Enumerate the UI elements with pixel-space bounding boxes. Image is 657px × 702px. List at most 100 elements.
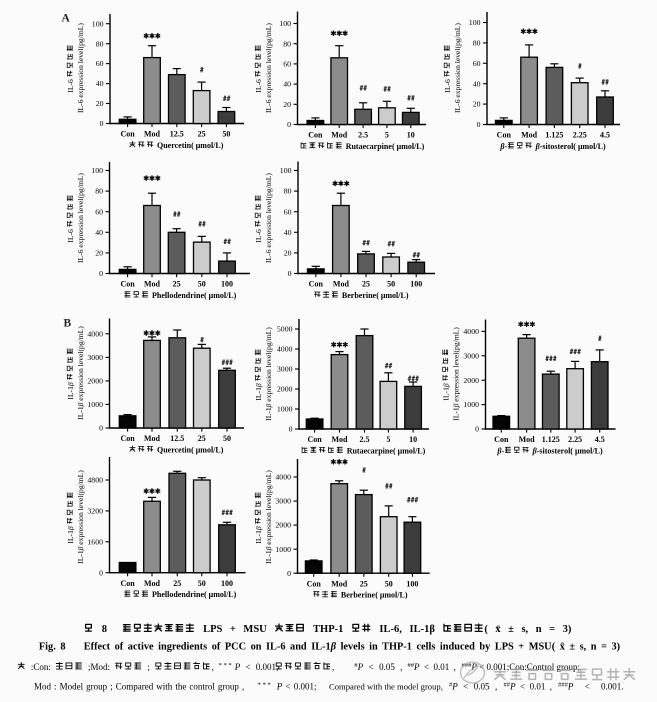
svg-text:##: ## — [504, 681, 511, 688]
svg-text:< 0.05 ,: < 0.05 , — [363, 662, 408, 672]
svg-text:P: P — [413, 662, 420, 672]
svg-text:(pg/mL): (pg/mL) — [453, 23, 462, 49]
svg-text:expression level: expression level — [452, 353, 461, 404]
svg-text:2.5: 2.5 — [358, 131, 368, 140]
svg-text:IL-1: IL-1 — [66, 386, 75, 400]
svg-text:25: 25 — [198, 434, 206, 443]
svg-text:;Mod:: ;Mod: — [84, 662, 115, 672]
svg-text:expression level: expression level — [76, 352, 85, 403]
svg-text:( μmol/L): ( μmol/L) — [573, 142, 606, 151]
svg-text:60: 60 — [284, 207, 292, 216]
svg-text:β: β — [452, 403, 461, 408]
svg-text:IL-1β: IL-1β — [410, 624, 443, 635]
svg-text:25: 25 — [173, 579, 181, 588]
svg-text:20: 20 — [96, 99, 104, 108]
svg-text:4.5: 4.5 — [595, 435, 605, 444]
svg-text:50: 50 — [387, 280, 395, 289]
svg-text:IL-1: IL-1 — [264, 550, 273, 564]
svg-text:3000: 3000 — [277, 365, 293, 374]
svg-text:β: β — [66, 524, 75, 531]
svg-text:3000: 3000 — [275, 497, 291, 506]
svg-text:IL-6: IL-6 — [372, 624, 399, 635]
svg-text:0: 0 — [287, 120, 291, 129]
svg-text:P: P — [451, 681, 458, 691]
svg-text:P: P — [509, 681, 516, 691]
svg-text:Mod: Mod — [332, 435, 349, 444]
svg-text:0: 0 — [289, 425, 293, 434]
svg-text:80: 80 — [96, 39, 104, 48]
svg-text:10: 10 — [407, 131, 415, 140]
svg-text:60: 60 — [96, 59, 104, 68]
svg-text:20: 20 — [283, 100, 291, 109]
svg-text:4000: 4000 — [463, 327, 479, 336]
svg-text:Mod: Mod — [333, 280, 350, 289]
svg-text:(pg/mL): (pg/mL) — [264, 173, 273, 199]
svg-text:(pg/mL): (pg/mL) — [76, 23, 85, 49]
svg-text:0: 0 — [99, 269, 103, 278]
svg-text:( μmol/L): ( μmol/L) — [376, 291, 409, 300]
svg-text:Mod: Mod — [331, 131, 348, 140]
svg-text:Compared with the model group,: Compared with the model group, — [329, 681, 443, 691]
svg-text:3000: 3000 — [87, 353, 103, 362]
svg-text:β: β — [532, 446, 538, 455]
svg-text::Con:: :Con: — [27, 662, 56, 672]
svg-text:80: 80 — [473, 39, 481, 48]
svg-text:(pg/mL): (pg/mL) — [452, 327, 461, 353]
svg-text:50: 50 — [222, 130, 230, 139]
svg-text:1000: 1000 — [277, 405, 293, 414]
svg-text:( μmol/L): ( μmol/L) — [191, 445, 224, 454]
svg-text:2.25: 2.25 — [568, 435, 582, 444]
svg-text:##: ## — [407, 662, 414, 669]
svg-text:1000: 1000 — [87, 400, 103, 409]
svg-text:< 0.001;: < 0.001; — [240, 662, 284, 672]
svg-text:(pg/mL): (pg/mL) — [76, 470, 85, 496]
svg-text:;: ; — [143, 662, 154, 672]
svg-text:25: 25 — [198, 130, 206, 139]
svg-text:Fig. 8 Effect of active ing: Fig. 8 Effect of active ingredients of P… — [39, 641, 331, 652]
svg-text:P: P — [470, 662, 477, 672]
svg-text:β: β — [535, 142, 541, 151]
svg-text:0: 0 — [475, 425, 479, 434]
svg-text:Con: Con — [497, 131, 512, 140]
svg-text:2000: 2000 — [277, 385, 293, 394]
svg-text:β: β — [66, 380, 75, 387]
svg-text:40: 40 — [95, 228, 103, 237]
svg-text:* * *: * * * — [219, 662, 232, 669]
svg-text:(pg/mL): (pg/mL) — [264, 23, 273, 49]
svg-text:8: 8 — [94, 624, 122, 635]
svg-text:THP-1: THP-1 — [306, 624, 351, 635]
svg-text:Mod: Mod — [144, 579, 161, 588]
svg-text:levels in THP-1 cells induced: levels in THP-1 cells induced by LPS + M… — [336, 641, 552, 652]
svg-text:IL-6 expression level: IL-6 expression level — [76, 48, 85, 113]
svg-text:10: 10 — [409, 435, 417, 444]
svg-text:IL-6: IL-6 — [66, 227, 75, 242]
svg-text:β: β — [330, 641, 337, 652]
svg-text:80: 80 — [284, 187, 292, 196]
svg-text:4800: 4800 — [87, 476, 103, 485]
svg-text:P: P — [357, 662, 364, 672]
svg-text:< 0.05 ,: < 0.05 , — [458, 681, 503, 691]
svg-text:###: ### — [558, 681, 569, 688]
svg-text:IL-1: IL-1 — [254, 530, 263, 544]
svg-text:,: , — [212, 662, 219, 672]
svg-text:60: 60 — [473, 59, 481, 68]
svg-text:100: 100 — [410, 280, 422, 289]
svg-text:2000: 2000 — [463, 376, 479, 385]
svg-text:0: 0 — [287, 569, 291, 578]
svg-text:40: 40 — [96, 79, 104, 88]
svg-text:50: 50 — [223, 434, 231, 443]
svg-text:β: β — [264, 403, 273, 408]
svg-text:P: P — [276, 681, 283, 691]
svg-text:20: 20 — [284, 249, 292, 258]
svg-text:40: 40 — [283, 80, 291, 89]
svg-text:< 0.001.: < 0.001. — [573, 681, 623, 691]
svg-text:Berberine: Berberine — [340, 291, 377, 300]
svg-text:( x̄ ± s, n = 3): ( x̄ ± s, n = 3) — [484, 624, 571, 635]
svg-text:P: P — [234, 662, 241, 672]
svg-text:Quercetin: Quercetin — [155, 445, 192, 454]
svg-text:1600: 1600 — [87, 537, 103, 546]
svg-text:IL-6: IL-6 — [66, 77, 75, 92]
svg-text:0: 0 — [288, 269, 292, 278]
svg-text:IL-1: IL-1 — [442, 387, 451, 401]
svg-text:IL-6 expression level: IL-6 expression level — [264, 198, 273, 263]
